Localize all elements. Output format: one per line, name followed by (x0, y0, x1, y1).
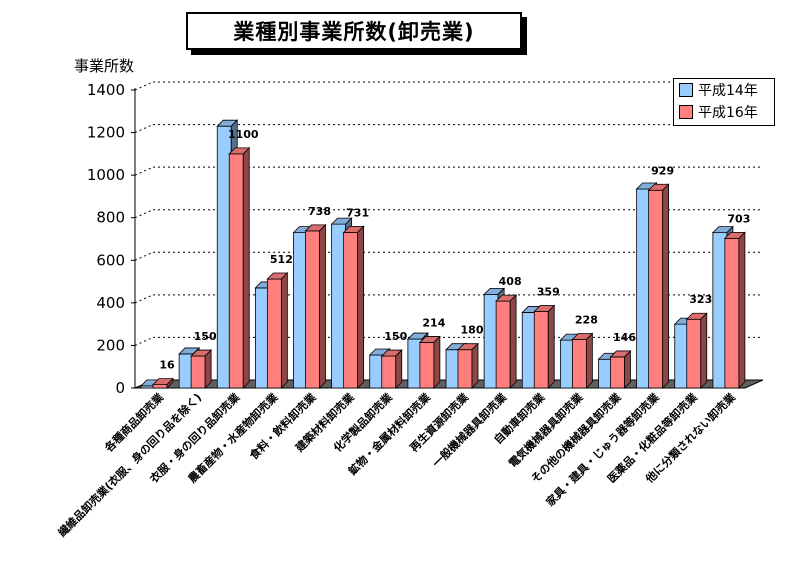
data-label: 180 (461, 324, 484, 337)
chart-title: 業種別事業所数(卸売業) (186, 12, 522, 50)
bar-side (242, 146, 250, 389)
bar-side (166, 377, 174, 389)
x-tick-label: 一般機械器具卸売業 (429, 390, 510, 471)
gridline-side (134, 294, 154, 304)
data-label: 703 (727, 212, 750, 225)
bar (495, 300, 511, 389)
bar (305, 230, 320, 389)
y-tick-label: 1000 (87, 166, 125, 184)
bar (419, 342, 435, 389)
legend-item-h16: 平成16年 (674, 101, 774, 123)
x-tick-label: 電気機械器具卸売業 (506, 390, 587, 471)
y-tick-label: 0 (115, 379, 125, 397)
legend: 平成14年 平成16年 (673, 78, 775, 126)
gridline-side (134, 124, 154, 134)
bar (457, 349, 473, 389)
data-label: 150 (194, 330, 217, 343)
data-label: 146 (613, 331, 636, 344)
bar-side (357, 225, 365, 389)
data-label: 16 (159, 359, 175, 372)
bar-side (395, 349, 403, 389)
legend-swatch-h14 (679, 83, 693, 97)
y-tick-label: 1400 (87, 81, 125, 99)
y-tick-label: 1200 (87, 124, 125, 142)
bar-side (585, 332, 593, 389)
legend-label-h14: 平成14年 (698, 83, 758, 99)
bar-side (509, 294, 517, 389)
bar (533, 311, 549, 389)
data-label: 929 (651, 164, 674, 177)
legend-label-h16: 平成16年 (698, 105, 758, 121)
y-tick-label: 400 (96, 294, 125, 312)
bar (648, 189, 664, 389)
y-tick-label: 800 (96, 209, 125, 227)
data-label: 512 (270, 253, 293, 266)
data-label: 228 (575, 313, 598, 326)
legend-swatch-h16 (679, 105, 693, 119)
gridline-side (134, 251, 154, 261)
data-label: 214 (422, 316, 445, 329)
bar-side (471, 342, 479, 389)
gridline-side (134, 209, 154, 219)
y-tick-label: 600 (96, 251, 125, 269)
data-label: 738 (308, 205, 331, 218)
bar (724, 237, 740, 389)
bar-side (662, 183, 670, 389)
gridline-side (134, 81, 154, 91)
bar (228, 153, 244, 389)
gridline-side (134, 166, 154, 176)
bar-side (204, 349, 212, 389)
data-label: 731 (346, 206, 369, 219)
y-axis-label: 事業所数 (74, 57, 135, 75)
bar (152, 384, 168, 389)
bar-side (319, 223, 326, 389)
bar (686, 318, 702, 389)
bar-side (700, 312, 708, 389)
bar-side (547, 304, 555, 389)
y-tick-label: 200 (96, 336, 125, 354)
data-label: 1100 (228, 128, 259, 141)
data-label: 150 (384, 330, 407, 343)
data-label: 408 (499, 275, 522, 288)
bar (343, 232, 359, 389)
bar-side (624, 349, 631, 389)
bar (190, 355, 206, 389)
bar (266, 278, 282, 389)
bar (571, 339, 587, 389)
gridline-side (134, 336, 154, 346)
x-tick-label: 繊維品卸売業(衣服、身の回り品を除く) (55, 390, 204, 539)
bar-side (738, 231, 746, 389)
bar (381, 355, 397, 389)
bar (610, 356, 625, 389)
data-label: 323 (689, 293, 712, 306)
data-label: 359 (537, 286, 560, 299)
bar-side (280, 272, 288, 389)
legend-item-h14: 平成14年 (674, 79, 774, 101)
bar-side (433, 335, 441, 389)
x-tick-label: 食料・飲料卸売業 (246, 390, 319, 463)
